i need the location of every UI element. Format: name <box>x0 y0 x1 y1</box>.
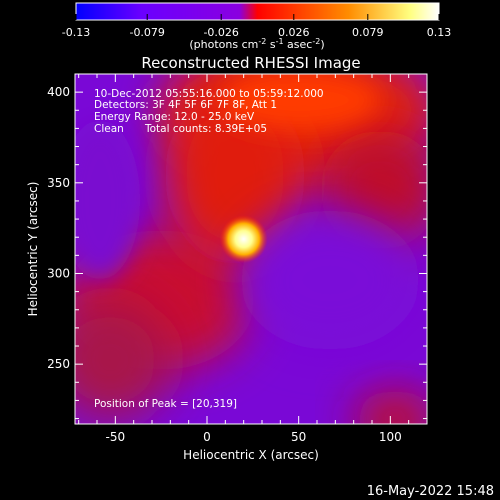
y-tick-label: 350 <box>47 176 70 190</box>
colorbar-label-part: asec <box>284 38 313 51</box>
heatmap-image <box>75 74 427 424</box>
colorbar-tick-label: -0.079 <box>129 26 164 39</box>
colorbar-tick-label: 0.079 <box>352 26 384 39</box>
colorbar-label-exponent: -1 <box>276 37 284 46</box>
colorbar-label-exponent: -2 <box>258 37 266 46</box>
colorbar-label-part: ) <box>320 38 324 51</box>
colorbar-frame <box>75 2 440 21</box>
x-tick-label: 100 <box>379 430 402 444</box>
colorbar-tick-label: 0.13 <box>427 26 452 39</box>
info-energy: Energy Range: 12.0 - 25.0 keV <box>94 111 255 123</box>
colorbar-tick-label: -0.026 <box>203 26 238 39</box>
colorbar-label-exponent: -2 <box>312 37 320 46</box>
x-axis-label: Heliocentric X (arcsec) <box>183 448 319 462</box>
colorbar-ticks: -0.13 -0.079 -0.026 0.026 0.079 0.13 <box>62 14 451 39</box>
chart-title: Reconstructed RHESSI Image <box>141 54 360 72</box>
y-tick-label: 400 <box>47 85 70 99</box>
peak-source <box>219 215 268 264</box>
info-peak: Position of Peak = [20,319] <box>94 398 237 410</box>
x-axis-ticks: -50 0 50 100 <box>78 74 428 444</box>
colorbar-tick-label: -0.13 <box>62 26 90 39</box>
colorbar-label-part: (photons cm <box>189 38 258 51</box>
info-detectors: Detectors: 3F 4F 5F 6F 7F 8F, Att 1 <box>94 99 277 111</box>
info-method: Clean <box>94 123 124 135</box>
colorbar-tick-label: 0.026 <box>278 26 310 39</box>
x-tick-label: -50 <box>106 430 126 444</box>
plot-frame <box>74 73 428 425</box>
y-axis-label: Heliocentric Y (arcsec) <box>26 182 40 317</box>
colorbar-label: (photons cm-2 s-1 asec-2) <box>189 37 324 51</box>
y-tick-label: 250 <box>47 357 70 371</box>
x-tick-label: 50 <box>291 430 306 444</box>
colorbar <box>76 3 439 20</box>
footer-date: 16-May-2022 15:48 <box>366 484 494 499</box>
y-axis-ticks: 250 300 350 400 <box>47 73 427 420</box>
x-tick-label: 0 <box>203 430 211 444</box>
y-tick-label: 300 <box>47 266 70 280</box>
info-counts: Total counts: 8.39E+05 <box>144 123 267 135</box>
colorbar-label-part: s <box>266 38 275 51</box>
info-time-range: 10-Dec-2012 05:55:16.000 to 05:59:12.000 <box>94 88 324 100</box>
